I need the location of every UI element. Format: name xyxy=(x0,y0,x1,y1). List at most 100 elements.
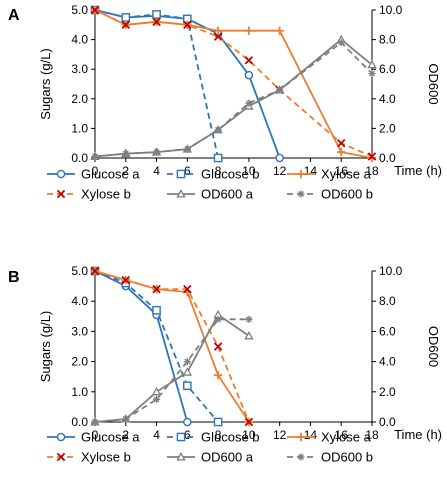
legend-label: Glucose b xyxy=(201,167,260,182)
y-tick-label: 3.0 xyxy=(71,324,88,338)
y-tick-label: 5.0 xyxy=(71,264,88,278)
series-line xyxy=(94,9,373,159)
data-point xyxy=(367,59,377,69)
y2-tick-label: 0.0 xyxy=(379,151,396,165)
data-point xyxy=(152,395,161,403)
series-line xyxy=(94,9,281,159)
data-point xyxy=(337,147,346,157)
data-point xyxy=(183,358,191,366)
y-axis-title: Sugars (g/L) xyxy=(38,311,53,383)
legend-label: Xylose a xyxy=(321,167,372,182)
legend-label: Xylose a xyxy=(321,430,372,445)
series-od600-b xyxy=(91,315,253,426)
y-tick-label: 4.0 xyxy=(71,294,88,308)
legend-marker xyxy=(176,432,186,442)
y2-tick-label: 6.0 xyxy=(379,62,396,76)
data-point xyxy=(152,148,161,156)
y2-tick-label: 6.0 xyxy=(379,324,396,338)
series-line xyxy=(94,9,219,159)
data-point xyxy=(121,20,131,30)
data-point xyxy=(336,138,346,148)
legend-label: Xylose b xyxy=(81,450,131,465)
data-point xyxy=(152,305,161,315)
legend-marker xyxy=(56,452,66,462)
data-point xyxy=(183,417,192,427)
legend-marker xyxy=(176,169,186,179)
legend-item: Glucose a xyxy=(47,167,140,182)
legend-marker xyxy=(297,190,305,198)
series-line xyxy=(94,318,249,423)
x-tick-label: 18 xyxy=(365,164,379,178)
data-point xyxy=(152,10,161,19)
data-point xyxy=(337,38,345,47)
legend-item: Xylose a xyxy=(287,430,372,445)
data-point xyxy=(121,13,131,22)
legend-marker xyxy=(56,189,66,199)
data-point xyxy=(152,284,161,294)
y2-tick-label: 8.0 xyxy=(379,33,396,47)
data-point xyxy=(276,86,284,94)
y2-tick-label: 8.0 xyxy=(379,294,396,308)
data-point xyxy=(244,26,253,35)
data-point xyxy=(214,26,223,35)
x-tick-label: 2 xyxy=(122,428,129,442)
y2-tick-label: 4.0 xyxy=(379,92,396,106)
data-point xyxy=(244,417,254,427)
series-line xyxy=(94,270,250,423)
x-tick-label: 12 xyxy=(273,164,287,178)
legend-item: OD600 b xyxy=(287,450,373,465)
data-point xyxy=(91,418,99,426)
chart-panel-a: A 0.0 1.0 2.0 3.0 4.0 5.0 0.0 2.0 4.0 6.0 8.0 10.0 0 2… xyxy=(8,3,442,202)
data-point xyxy=(183,381,192,391)
legend-label: OD600 a xyxy=(201,187,254,202)
data-point xyxy=(183,284,192,294)
x-tick-label: 6 xyxy=(184,428,191,442)
x-tick-label: 14 xyxy=(304,428,318,442)
data-point xyxy=(182,367,193,376)
legend-item: OD600 a xyxy=(167,187,254,202)
data-point xyxy=(367,152,377,161)
y-tick-label: 3.0 xyxy=(71,62,88,76)
data-point xyxy=(90,266,100,276)
series-line xyxy=(94,41,373,158)
legend-marker xyxy=(296,432,306,442)
y2-axis-title: OD600 xyxy=(426,63,441,104)
series-od600-b xyxy=(91,38,376,161)
panel-label: A xyxy=(8,7,20,24)
y2-tick-label: 2.0 xyxy=(379,385,396,399)
series-line xyxy=(94,270,250,423)
x-axis-title: Time (h) xyxy=(394,163,442,178)
legend-item: OD600 a xyxy=(167,450,254,465)
y2-tick-label: 10.0 xyxy=(379,264,403,278)
x-axis-title: Time (h) xyxy=(394,427,442,442)
legend-item: Glucose a xyxy=(47,430,140,445)
legend-marker xyxy=(176,189,186,198)
x-tick-label: 4 xyxy=(153,428,160,442)
data-point xyxy=(275,26,284,35)
legend-item: Xylose b xyxy=(47,450,131,465)
panel-label: B xyxy=(8,269,20,286)
chart-panel-b: B 0.0 1.0 2.0 3.0 4.0 5.0 0.0 2.0 4.0 6.0 8.0 10.0 0 2… xyxy=(8,264,442,465)
data-point xyxy=(244,56,254,65)
data-point xyxy=(151,386,162,396)
y2-tick-label: 10.0 xyxy=(379,3,403,17)
data-point xyxy=(214,126,222,134)
legend-label: OD600 a xyxy=(201,450,254,465)
data-point xyxy=(90,5,100,15)
y2-axis-title: OD600 xyxy=(426,326,441,367)
data-point xyxy=(152,17,161,27)
x-tick-label: 8 xyxy=(215,164,222,178)
legend-label: OD600 b xyxy=(321,450,373,465)
data-point xyxy=(122,415,130,423)
legend-item: OD600 b xyxy=(287,187,373,202)
data-point xyxy=(122,149,130,158)
legend-marker xyxy=(296,169,306,179)
legend-marker xyxy=(56,432,66,442)
data-point xyxy=(183,145,191,153)
legend-label: Glucose a xyxy=(81,430,140,445)
y-tick-label: 0.0 xyxy=(71,151,88,165)
y-tick-label: 2.0 xyxy=(71,92,88,106)
series-line xyxy=(94,38,373,158)
series-xylose-a xyxy=(90,5,377,163)
data-point xyxy=(213,153,223,163)
